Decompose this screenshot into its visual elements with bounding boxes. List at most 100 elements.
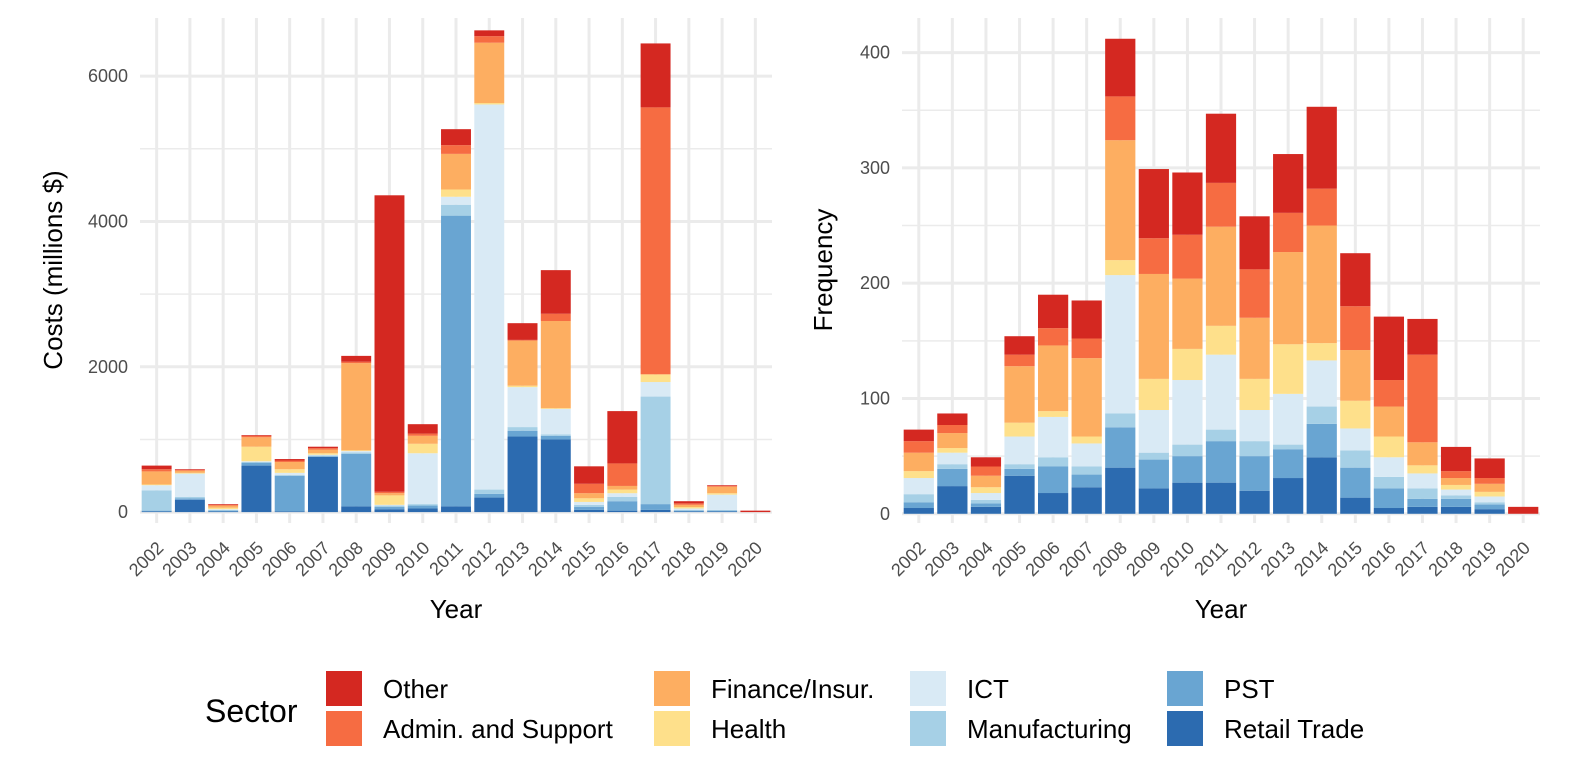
bar-segment-admin-and-support-2016 <box>607 463 638 486</box>
bar-segment-ict-2014 <box>540 408 571 435</box>
x-tick-label: 2005 <box>225 538 267 580</box>
bar-segment-other-2007 <box>1071 300 1102 339</box>
bar-segment-ict-2013 <box>1273 393 1304 445</box>
y-tick-label: 400 <box>860 43 890 63</box>
bar-segment-pst-2019 <box>707 510 738 512</box>
bar-segment-retail-trade-2009 <box>1138 488 1169 514</box>
bar-segment-pst-2017 <box>1407 498 1438 507</box>
bar-segment-admin-and-support-2009 <box>374 491 405 494</box>
legend-swatch-manufacturing <box>910 711 946 746</box>
legend-label-admin-and-support: Admin. and Support <box>383 714 614 744</box>
bar-segment-ict-2018 <box>673 508 704 510</box>
bar-segment-finance-insur-2014 <box>540 321 571 409</box>
x-tick-label: 2014 <box>1290 538 1332 580</box>
bar-segment-retail-trade-2008 <box>341 506 372 513</box>
bar-segment-health-2017 <box>640 374 671 383</box>
bar-segment-health-2011 <box>1205 325 1237 355</box>
bar-segment-retail-trade-2003 <box>937 486 968 514</box>
bar-segment-retail-trade-2004 <box>970 506 1002 514</box>
bar-segment-finance-insur-2010 <box>1172 278 1203 349</box>
bar-segment-finance-insur-2018 <box>1440 478 1472 485</box>
x-tick-label: 2015 <box>557 538 599 580</box>
bar-segment-other-2016 <box>1373 316 1405 381</box>
bar-segment-health-2012 <box>474 103 505 105</box>
x-tick-label: 2012 <box>458 538 500 580</box>
bar-segment-other-2003 <box>174 469 205 470</box>
y-tick-label: 0 <box>118 502 128 522</box>
bar-segment-manufacturing-2010 <box>1172 444 1203 457</box>
x-tick-label: 2005 <box>988 538 1030 580</box>
bar-segment-pst-2007 <box>1071 474 1102 488</box>
bar-segment-ict-2004 <box>208 509 239 510</box>
bar-segment-health-2019 <box>707 493 738 495</box>
x-tick-label: 2002 <box>887 538 929 580</box>
bar-segment-retail-trade-2015 <box>574 509 605 513</box>
bar-segment-retail-trade-2011 <box>1205 482 1237 514</box>
bar-segment-finance-insur-2015 <box>1340 350 1371 401</box>
bar-segment-pst-2009 <box>1138 459 1169 489</box>
bar-segment-finance-insur-2009 <box>1138 273 1169 379</box>
bar-segment-finance-insur-2011 <box>441 153 471 190</box>
legend-swatch-pst <box>1167 671 1203 706</box>
bar-segment-admin-and-support-2003 <box>937 424 968 434</box>
bar-segment-ict-2003 <box>174 473 205 497</box>
bar-segment-health-2010 <box>1172 348 1203 381</box>
bar-segment-ict-2009 <box>374 504 405 506</box>
bar-segment-manufacturing-2015 <box>574 504 605 508</box>
bar-segment-retail-trade-2007 <box>307 456 338 513</box>
bar-segment-other-2006 <box>1037 294 1069 329</box>
x-tick-label: 2004 <box>954 538 996 580</box>
x-tick-label: 2010 <box>391 538 433 580</box>
bar-segment-finance-insur-2019 <box>1474 483 1505 492</box>
x-tick-label: 2016 <box>591 538 633 580</box>
bar-segment-admin-and-support-2002 <box>141 469 172 472</box>
bar-segment-manufacturing-2007 <box>1071 466 1102 475</box>
bar-segment-other-2002 <box>141 465 172 470</box>
y-axis-title: Frequency <box>808 209 838 332</box>
bar-segment-health-2015 <box>574 498 605 502</box>
bar-segment-pst-2012 <box>1239 456 1270 491</box>
bar-segment-admin-and-support-2005 <box>1004 354 1035 367</box>
frequency-chart-panel: 0100200300400200220032004200520062007200… <box>808 18 1540 624</box>
bar-segment-pst-2008 <box>341 453 372 507</box>
bar-segment-retail-trade-2019 <box>1474 509 1505 514</box>
bar-segment-health-2006 <box>274 469 305 473</box>
bar-segment-retail-trade-2006 <box>1037 493 1069 514</box>
bar-segment-ict-2012 <box>474 104 505 490</box>
bar-segment-pst-2004 <box>208 510 239 512</box>
x-tick-label: 2003 <box>158 538 200 580</box>
bar-segment-admin-and-support-2008 <box>1105 96 1136 141</box>
x-tick-label: 2007 <box>1055 538 1097 580</box>
bar-segment-health-2003 <box>937 448 968 453</box>
legend-swatch-other <box>326 671 362 706</box>
bar-segment-retail-trade-2012 <box>1239 490 1270 514</box>
bar-segment-retail-trade-2016 <box>607 510 638 513</box>
bar-segment-ict-2019 <box>1474 496 1505 503</box>
bar-segment-finance-insur-2007 <box>307 449 338 454</box>
bar-segment-admin-and-support-2017 <box>640 107 671 375</box>
legend-swatch-retail-trade <box>1167 711 1203 746</box>
y-tick-label: 100 <box>860 388 890 408</box>
bar-segment-ict-2004 <box>970 493 1002 500</box>
bar-segment-retail-trade-2016 <box>1373 508 1405 514</box>
bar-segment-admin-and-support-2003 <box>174 469 205 471</box>
x-tick-label: 2018 <box>1424 538 1466 580</box>
legend-swatch-ict <box>910 671 946 706</box>
bar-segment-other-2019 <box>707 485 738 486</box>
bar-segment-admin-and-support-2011 <box>441 145 471 154</box>
bar-segment-pst-2014 <box>540 435 571 440</box>
x-tick-label: 2003 <box>921 538 963 580</box>
bar-segment-health-2009 <box>374 495 405 505</box>
x-tick-label: 2019 <box>1458 538 1500 580</box>
bar-segment-health-2018 <box>1440 484 1472 490</box>
bar-segment-health-2018 <box>673 507 704 509</box>
bar-segment-finance-insur-2010 <box>407 435 438 444</box>
bar-segment-retail-trade-2017 <box>640 509 671 513</box>
bar-segment-ict-2009 <box>1138 410 1169 453</box>
bar-segment-ict-2005 <box>241 461 272 462</box>
bar-segment-other-2018 <box>1440 446 1472 472</box>
bar-segment-health-2005 <box>241 446 272 462</box>
bar-segment-manufacturing-2003 <box>174 496 205 499</box>
bar-segment-pst-2019 <box>1474 504 1505 510</box>
bar-segment-ict-2002 <box>903 478 934 495</box>
